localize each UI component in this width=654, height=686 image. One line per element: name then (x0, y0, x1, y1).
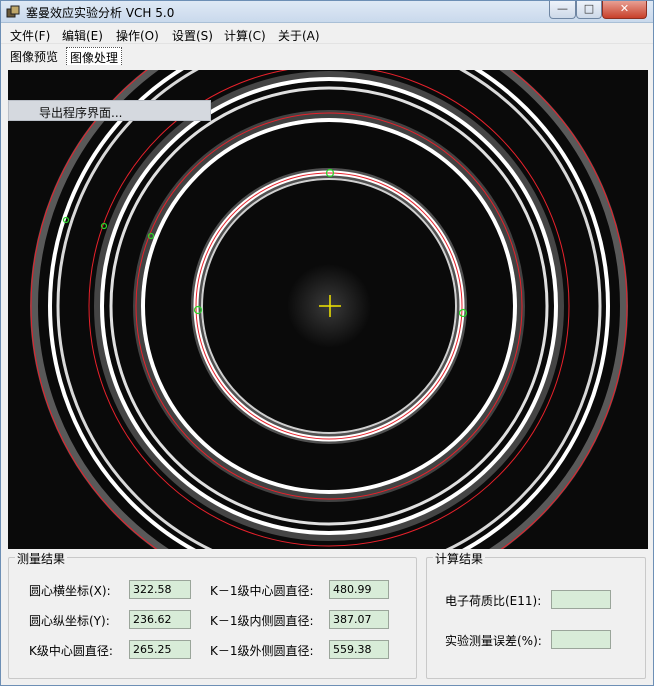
menu-file[interactable]: 文件(F) (10, 29, 51, 43)
em-ratio-field[interactable] (551, 590, 611, 609)
error-label: 实验测量误差(%): (445, 634, 542, 648)
ring-k-inner (201, 178, 457, 434)
marker-point (147, 232, 155, 240)
ring-outer-mid (56, 70, 602, 549)
fit-circle-k (195, 172, 463, 440)
k1-center-diameter-field[interactable]: 480.99 (329, 580, 389, 599)
em-ratio-label: 电子荷质比(E11): (445, 594, 542, 608)
k-center-diameter-label: K级中心圆直径: (29, 644, 113, 658)
center-y-field[interactable]: 236.62 (129, 610, 191, 629)
ring-outer-halo (30, 70, 628, 549)
k1-outer-diameter-label: K－1级外侧圆直径: (210, 644, 314, 658)
center-y-label: 圆心纵坐标(Y): (29, 614, 110, 628)
k1-outer-diameter-field[interactable]: 559.38 (329, 640, 389, 659)
calc-results-group: 计算结果 电子荷质比(E11): 实验测量误差(%): (426, 550, 646, 679)
interference-image (8, 70, 648, 549)
k-center-diameter-field[interactable]: 265.25 (129, 640, 191, 659)
k1-inner-diameter-field[interactable]: 387.07 (329, 610, 389, 629)
tab-strip: 图像预览 图像处理 (1, 45, 653, 67)
menu-settings[interactable]: 设置(S) (172, 29, 213, 43)
close-button[interactable]: ✕ (602, 1, 647, 19)
k1-inner-diameter-label: K－1级内侧圆直径: (210, 614, 314, 628)
k1-center-diameter-label: K－1级中心圆直径: (210, 584, 314, 598)
measure-results-title: 测量结果 (15, 550, 68, 567)
marker-point (458, 308, 468, 318)
export-menu-item[interactable]: 导出程序界面... (39, 106, 123, 120)
ring-middle-inner (109, 86, 549, 526)
app-icon (6, 5, 20, 18)
calc-results-title: 计算结果 (433, 550, 486, 567)
fit-circle-outer (30, 70, 628, 549)
marker-point (325, 168, 335, 178)
export-context-menu[interactable]: 导出程序界面... (8, 100, 211, 121)
image-display[interactable]: 导出程序界面... (8, 70, 648, 549)
menu-edit[interactable]: 编辑(E) (62, 29, 103, 43)
marker-point (100, 222, 108, 230)
tab-image-preview[interactable]: 图像预览 (10, 50, 59, 64)
title-bar[interactable]: 塞曼效应实验分析 VCH 5.0 — □ ✕ (1, 1, 653, 23)
menu-about[interactable]: 关于(A) (278, 29, 320, 43)
center-x-label: 圆心横坐标(X): (29, 584, 111, 598)
menu-bar: 文件(F) 编辑(E) 操作(O) 设置(S) 计算(C) 关于(A) (1, 24, 653, 44)
error-field[interactable] (551, 630, 611, 649)
window-title: 塞曼效应实验分析 VCH 5.0 (26, 6, 175, 20)
ring-k1-halo (133, 110, 525, 502)
menu-calculate[interactable]: 计算(C) (224, 29, 266, 43)
marker-point (62, 216, 70, 224)
fit-circle-middle (88, 70, 570, 547)
center-x-field[interactable]: 322.58 (129, 580, 191, 599)
measure-results-group: 测量结果 圆心横坐标(X): 322.58 圆心纵坐标(Y): 236.62 K… (8, 550, 417, 679)
minimize-button[interactable]: — (549, 1, 576, 19)
marker-point (193, 305, 203, 315)
maximize-button[interactable]: □ (576, 1, 602, 19)
ring-middle-halo (94, 71, 564, 541)
menu-operate[interactable]: 操作(O) (116, 29, 159, 43)
ring-middle-outer (100, 77, 558, 535)
fit-circle-k1-inner (135, 112, 523, 500)
tab-image-process[interactable]: 图像处理 (66, 47, 123, 65)
ring-outer-inner (48, 70, 610, 549)
ring-k1-inner (141, 118, 517, 494)
